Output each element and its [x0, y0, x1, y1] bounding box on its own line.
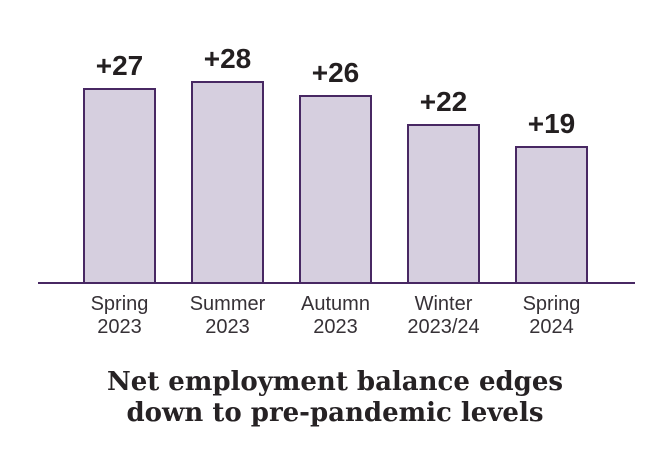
bar-winter-2023-24: [407, 124, 480, 284]
bar-spring-2024: [515, 146, 588, 284]
bar-value-label: +27: [95, 50, 144, 81]
bar-value-label: +28: [203, 43, 252, 74]
x-axis-label: Winter 2023/24: [385, 293, 502, 339]
x-axis-label-line: Spring: [522, 293, 581, 315]
bar-spring-2023: [83, 88, 156, 284]
bar-value-label: +26: [311, 57, 360, 88]
bar-autumn-2023: [299, 95, 372, 284]
bar-value-label: +19: [527, 108, 576, 139]
x-axis-label-line: Spring: [90, 293, 149, 315]
chart-title: Net employment balance edges down to pre…: [0, 367, 670, 429]
x-axis-label: Spring 2023: [61, 293, 178, 339]
x-axis-label-line: Winter: [414, 293, 473, 315]
x-axis-label-line: 2023: [97, 316, 142, 338]
chart-title-line-1: Net employment balance edges: [106, 367, 564, 397]
x-axis-label-line: 2023: [205, 316, 250, 338]
bar-summer-2023: [191, 81, 264, 284]
plot-area: +27 +28 +26 +22 +19: [83, 43, 588, 284]
x-axis-label-line: Autumn: [301, 293, 370, 315]
chart-title-line-2: down to pre-pandemic levels: [126, 398, 544, 428]
x-axis-label-line: 2024: [529, 316, 574, 338]
x-axis-label-line: Summer: [189, 293, 266, 315]
x-axis-line: [38, 282, 635, 284]
x-axis-label-line: 2023: [313, 316, 358, 338]
bar-value-label: +22: [419, 86, 468, 117]
x-axis-label: Autumn 2023: [277, 293, 394, 339]
x-axis-label-line: 2023/24: [407, 316, 480, 338]
x-axis-label: Summer 2023: [169, 293, 286, 339]
x-axis-label: Spring 2024: [493, 293, 610, 339]
